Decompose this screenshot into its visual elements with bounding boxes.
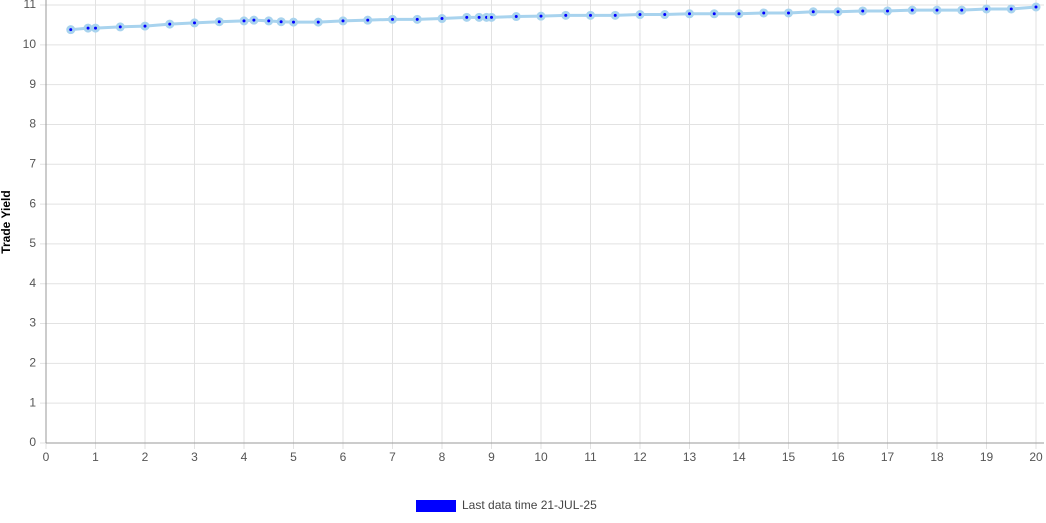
data-point — [115, 22, 125, 32]
x-tick-label: 4 — [241, 450, 248, 464]
data-point — [883, 6, 892, 16]
data-point — [313, 17, 323, 27]
y-tick-label: 2 — [29, 356, 36, 370]
data-point — [808, 7, 818, 17]
x-tick-label: 16 — [831, 450, 845, 464]
data-point — [249, 15, 259, 25]
data-point — [190, 18, 199, 28]
x-tick-label: 8 — [439, 450, 446, 464]
y-tick-label: 1 — [29, 395, 36, 409]
x-tick-label: 20 — [1029, 450, 1043, 464]
x-tick-label: 10 — [534, 450, 548, 464]
data-point — [437, 14, 447, 24]
x-tick-label: 0 — [43, 450, 50, 464]
data-point — [709, 9, 719, 19]
y-axis-label: Trade Yield — [0, 190, 13, 253]
legend-swatch — [416, 500, 456, 512]
data-point — [610, 10, 620, 20]
data-point — [784, 8, 793, 18]
data-point — [276, 17, 286, 27]
x-tick-label: 14 — [732, 450, 746, 464]
data-point — [635, 10, 645, 20]
data-point — [907, 5, 917, 15]
data-point — [660, 10, 670, 20]
data-point — [474, 12, 484, 22]
data-point — [957, 5, 967, 15]
y-tick-label: 6 — [29, 196, 36, 210]
data-point — [264, 16, 274, 26]
data-point — [388, 14, 397, 24]
y-tick-label: 0 — [29, 435, 36, 449]
data-point — [734, 9, 744, 19]
x-tick-label: 3 — [191, 450, 198, 464]
y-tick-label: 9 — [29, 77, 36, 91]
data-point — [932, 5, 942, 15]
x-tick-label: 12 — [633, 450, 647, 464]
data-point — [487, 12, 496, 22]
data-point — [91, 23, 100, 33]
data-point — [685, 9, 694, 19]
y-tick-label: 8 — [29, 117, 36, 131]
y-tick-label: 7 — [29, 156, 36, 170]
y-tick-label: 3 — [29, 316, 36, 330]
legend-label: Last data time 21-JUL-25 — [462, 498, 597, 512]
y-tick-label: 4 — [29, 276, 36, 290]
data-point — [586, 10, 595, 20]
x-tick-label: 1 — [92, 450, 99, 464]
x-tick-label: 17 — [881, 450, 895, 464]
data-point — [833, 7, 843, 17]
data-point — [363, 15, 373, 25]
x-tick-label: 6 — [340, 450, 347, 464]
x-tick-label: 13 — [683, 450, 697, 464]
data-point — [462, 12, 472, 22]
data-point — [536, 11, 546, 21]
y-tick-label: 10 — [23, 37, 37, 51]
x-tick-label: 9 — [488, 450, 495, 464]
data-point — [289, 17, 298, 27]
data-point — [858, 6, 868, 16]
y-tick-label: 5 — [29, 236, 36, 250]
data-point — [511, 12, 521, 22]
data-point — [165, 19, 175, 29]
x-tick-label: 2 — [142, 450, 149, 464]
x-tick-label: 15 — [782, 450, 796, 464]
data-point — [1006, 4, 1016, 14]
data-point — [66, 25, 76, 35]
x-tick-label: 11 — [584, 450, 597, 464]
data-point — [239, 16, 249, 26]
x-tick-label: 18 — [930, 450, 944, 464]
data-point — [140, 21, 150, 31]
y-tick-label: 11 — [24, 0, 37, 11]
x-tick-label: 19 — [980, 450, 994, 464]
data-point — [759, 8, 769, 18]
data-point — [1031, 2, 1041, 12]
data-point — [214, 17, 224, 27]
data-point — [412, 14, 422, 24]
data-point — [338, 16, 348, 26]
data-point — [561, 10, 571, 20]
x-tick-label: 5 — [290, 450, 297, 464]
x-tick-label: 7 — [389, 450, 396, 464]
data-point — [982, 4, 991, 14]
data-point — [83, 23, 93, 33]
